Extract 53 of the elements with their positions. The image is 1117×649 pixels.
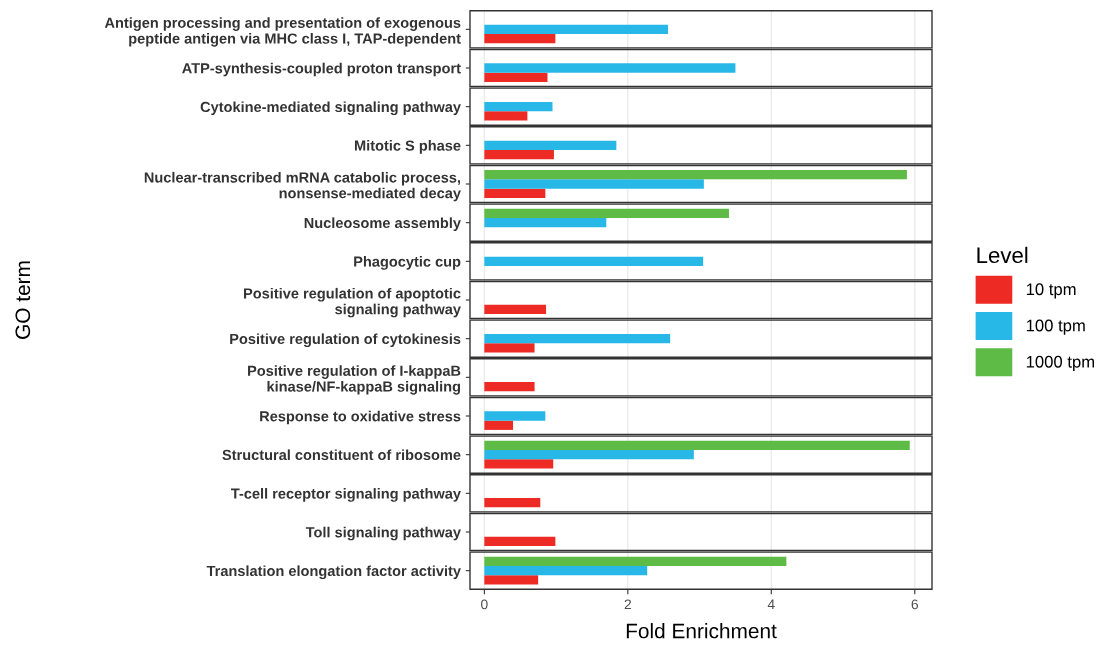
legend-label: 1000 tpm (1026, 355, 1095, 371)
bar (484, 208, 729, 219)
x-tick-label: 4 (767, 599, 775, 610)
bar (484, 536, 556, 546)
bar (484, 63, 736, 73)
legend-title: Level (977, 246, 1028, 264)
y-axis-title: GO term (15, 261, 31, 339)
y-tick-label: Nuclear-transcribed mRNA catabolic process, nonsense-mediated decay (144, 171, 461, 202)
bar (484, 556, 787, 567)
y-tick-label: Phagocytic cup (354, 256, 461, 270)
y-tick-label: Toll signaling pathway (305, 526, 461, 541)
y-tick-label: Translation elongation factor activity (206, 565, 461, 580)
bar (484, 420, 514, 430)
bar (484, 102, 553, 112)
x-tick-label: 2 (624, 599, 631, 610)
bar (484, 381, 535, 392)
bar (484, 111, 528, 121)
bar (484, 72, 548, 82)
bar (484, 218, 607, 228)
y-tick-label: Mitotic S phase (354, 140, 461, 154)
y-tick-label: ATP-synthesis-coupled proton transport (182, 62, 461, 77)
bar (484, 566, 648, 576)
bar (484, 575, 539, 585)
x-tick-label: 0 (481, 599, 488, 610)
bar (484, 450, 694, 460)
x-tick-label: 6 (911, 599, 919, 610)
y-tick-label: T-cell receptor signaling pathway (231, 488, 461, 502)
y-tick-label: Structural constituent of ribosome (222, 449, 461, 461)
bar (484, 497, 541, 508)
bar (484, 33, 556, 44)
y-tick-label: Response to oxidative stress (260, 410, 461, 425)
bar (484, 170, 907, 180)
bar (484, 334, 671, 344)
x-axis-title: Fold Enrichment (626, 623, 777, 639)
bar (484, 188, 546, 198)
bar (484, 343, 535, 353)
bar (484, 304, 547, 314)
bar (484, 440, 910, 451)
bar (484, 24, 668, 34)
bar (484, 256, 704, 266)
bar (484, 140, 617, 150)
y-tick-label: Antigen processing and presentation of exogenous peptide antigen via MHC class I, TAP-dependent (104, 17, 461, 47)
y-tick-label: Nucleosome assembly (304, 217, 461, 231)
y-tick-label: Positive regulation of apoptotic signaling pathway (244, 287, 461, 318)
legend-label: 10 tpm (1026, 283, 1076, 299)
y-tick-label: Positive regulation of I-kappaB kinase/NF-kappaB signaling (248, 365, 461, 395)
y-tick-label: Cytokine-mediated signaling pathway (200, 101, 461, 116)
bar (484, 149, 554, 160)
bar (484, 411, 546, 421)
y-tick-label: Positive regulation of cytokinesis (230, 333, 461, 348)
bar (484, 459, 554, 469)
bar (484, 179, 704, 189)
legend-label: 100 tpm (1026, 319, 1085, 335)
